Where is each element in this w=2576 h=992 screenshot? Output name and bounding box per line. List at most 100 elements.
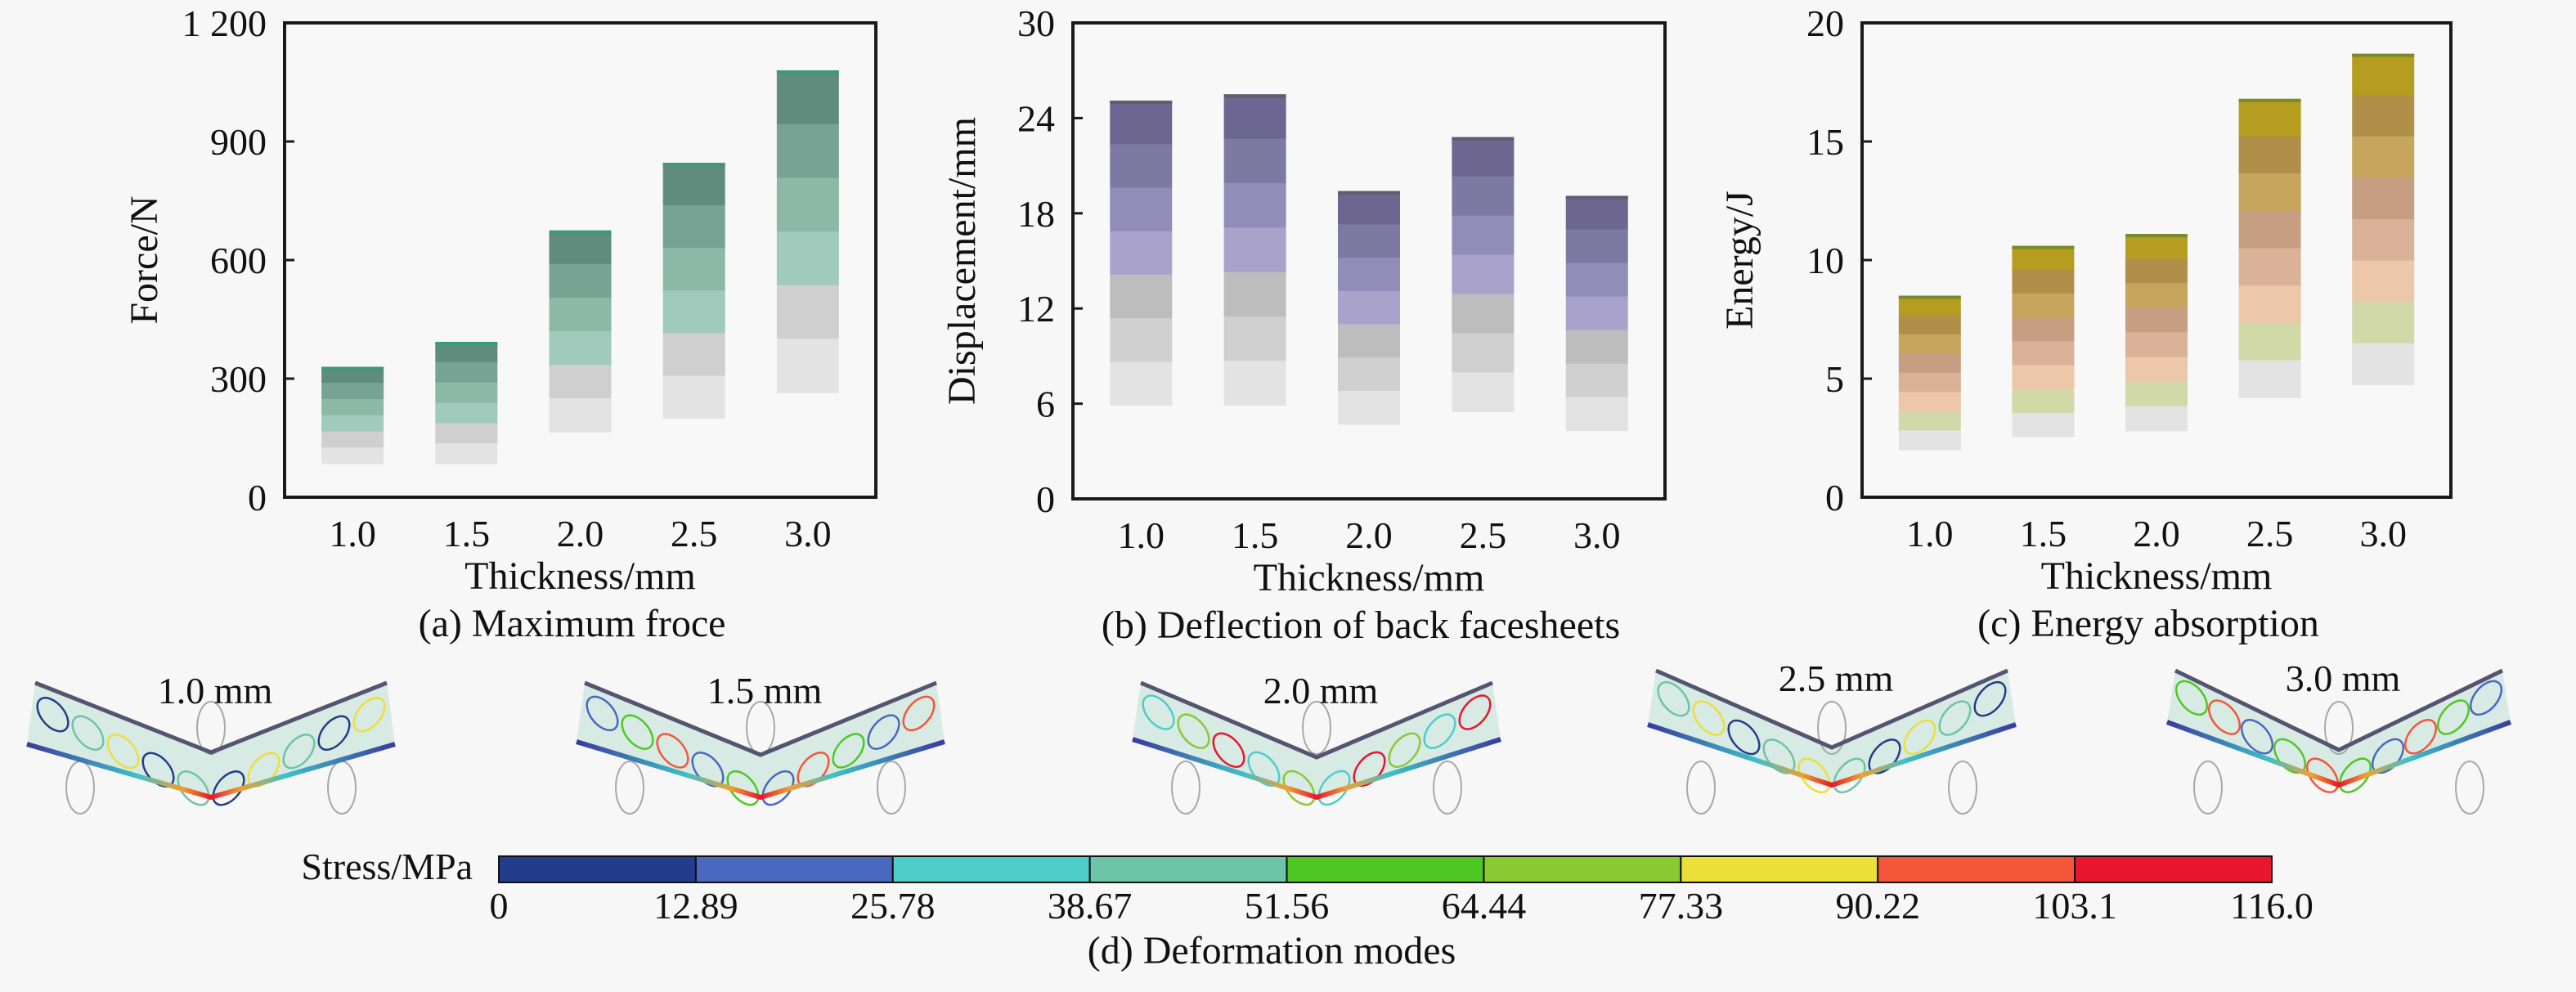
bar-segment [1223,272,1286,317]
x-tick-label: 1.5 [2020,513,2067,554]
bar-segment [2125,332,2188,358]
colorbar-tick-label: 77.33 [1639,885,1724,927]
bar-segment [1452,294,1515,334]
core-cell [1282,770,1316,806]
core-cell [177,770,210,806]
bar-segment [2238,136,2301,174]
y-axis-label: Displacement/mm [940,117,984,405]
bar-top-edge [2125,234,2188,238]
bar-segment [2238,360,2301,398]
bar-segment [2238,173,2301,212]
x-tick-label: 3.0 [1573,514,1621,556]
y-tick-label: 5 [1825,358,1844,400]
panel-caption: (c) Energy absorption [1977,602,2319,645]
bar-segment [2012,269,2075,294]
core-cell [2403,719,2438,755]
colorbar-tick-label: 90.22 [1835,885,1920,927]
bar-segment [1452,176,1515,217]
bar-segment [1565,296,1628,331]
x-tick-label: 3.0 [784,513,832,554]
bar-segment [2125,357,2188,383]
bar-2.0 [1338,191,1400,425]
bar-segment [549,230,612,265]
bar-segment [2238,210,2301,249]
bar-segment [2012,293,2075,318]
bar-segment [1565,195,1628,231]
bar-segment [549,365,612,399]
bar-2.5 [662,163,725,419]
core-cell [586,695,619,732]
support-roller [1817,701,1847,755]
bar-segment [1898,411,1961,432]
mode-label: 3.0 mm [2286,658,2401,699]
bar-segment [435,361,498,384]
support-roller [877,761,906,815]
bar-segment [549,398,612,433]
core [2167,671,2511,785]
core-cell [71,715,105,751]
bar-segment [549,263,612,298]
colorbar-segment [1483,855,1682,883]
bar-segment [321,366,384,384]
bar-segment [1565,330,1628,365]
bar-top-edge [2012,245,2075,249]
bar-segment [2352,218,2415,262]
front-facesheet [2174,668,2504,752]
bar-segment [1110,318,1173,362]
bar-segment [662,375,725,419]
core-cell [1903,719,1936,756]
bar-segment [2352,53,2415,96]
bar-segment [776,123,839,178]
colorbar-tick-label: 103.1 [2032,885,2117,927]
core-cell [1692,700,1726,736]
bar-segment [435,342,498,363]
deformation-mode-5: 3.0 mm [2165,658,2512,815]
stress-colorbar: Stress/MPa 0 12.89 25.78 38.67 51.56 64.44 77.… [301,846,2313,927]
bar-1.5 [2012,245,2075,438]
y-axis-label: Energy/J [1718,191,1761,330]
y-tick-label: 30 [1017,2,1055,44]
bar-segment [1338,290,1400,325]
bar-segment [2012,341,2075,366]
colorbar-segment [1286,855,1485,883]
y-tick-label: 12 [1017,288,1055,330]
core-cell [867,714,900,750]
bar-segment [2238,98,2301,137]
back-facesheet [1132,737,1501,801]
bar-segment [321,431,384,448]
core-cell [1317,770,1351,806]
y-tick-label: 15 [1806,121,1844,163]
y-tick-label: 24 [1017,97,1055,139]
core-cell [1833,757,1866,794]
mode-label: 2.0 mm [1263,670,1379,711]
x-tick-label: 3.0 [2359,513,2407,554]
bar-segment [2238,285,2301,324]
bar-segment [435,443,498,465]
core-cell [902,695,936,732]
x-axis-label: Thickness/mm [2041,554,2273,598]
colorbar-segment [2074,855,2273,883]
support-roller [2324,701,2354,755]
support-roller [1948,761,1977,815]
bar-segment [1452,372,1515,412]
colorbar-tick-label: 0 [490,885,509,927]
bar-segment [2125,258,2188,284]
y-tick-label: 6 [1036,384,1055,425]
core-cell [2305,757,2340,793]
bar-segment [1898,315,1961,335]
back-facesheet [1647,722,2017,788]
colorbar-tick-label: 64.44 [1442,885,1527,927]
y-tick-label: 900 [210,121,267,163]
bar-top-edge [1223,94,1286,98]
bar-segment [2125,234,2188,259]
bar-1.5 [1223,94,1286,406]
back-facesheet [2165,720,2512,788]
x-tick-label: 2.0 [2133,513,2180,554]
bar-top-edge [1110,101,1173,105]
x-tick-label: 2.0 [557,513,604,554]
x-axis-label: Thickness/mm [464,554,696,598]
support-roller [1171,761,1200,815]
panel-caption: (a) Maximum froce [419,602,726,645]
deformation-mode-2: 1.5 mm [576,670,945,815]
colorbar-segment [1877,855,2076,883]
